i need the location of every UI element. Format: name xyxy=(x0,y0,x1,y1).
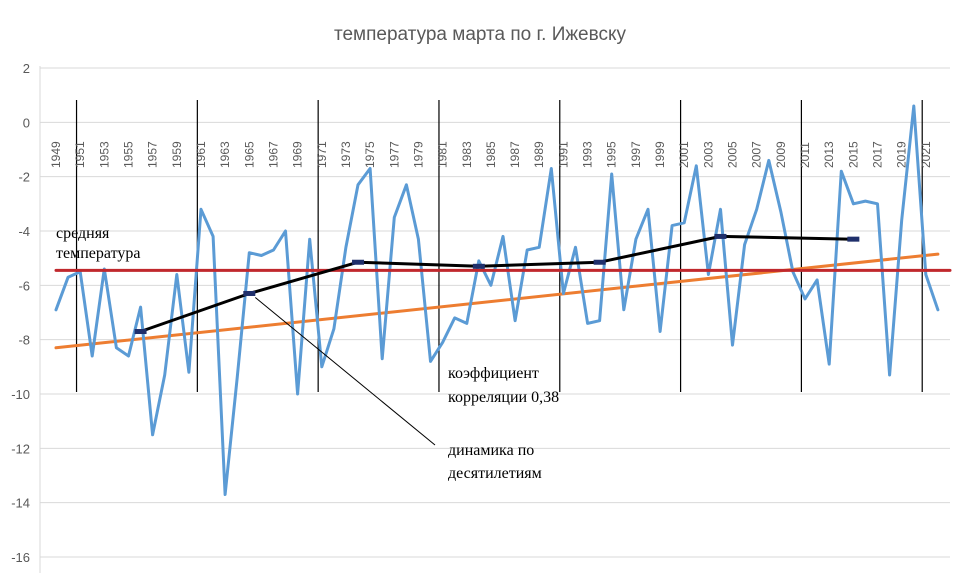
x-tick-label: 1973 xyxy=(339,141,353,168)
x-tick-label: 1989 xyxy=(532,141,546,168)
x-tick-label: 2019 xyxy=(895,141,909,168)
x-tick-label: 2011 xyxy=(798,142,812,168)
x-tick-label: 1959 xyxy=(170,141,184,168)
x-tick-label: 2021 xyxy=(919,141,933,168)
x-tick-label: 1997 xyxy=(629,141,643,168)
annotation-decadal-dynamics: десятилетиям xyxy=(448,465,542,482)
annotation-correlation: коэффициент xyxy=(448,365,539,382)
x-tick-label: 1953 xyxy=(97,141,111,168)
x-tick-label: 1971 xyxy=(315,141,329,168)
y-axis-ticks: 2 0 -2 -4 -6 -8 -10 -12 -14 -16 xyxy=(11,61,30,565)
annotations: средняя температура коэффициент корреляции … xyxy=(56,225,559,482)
x-tick-label: 1975 xyxy=(363,141,377,168)
annotation-mean-temperature: температура xyxy=(56,245,140,262)
annotation-correlation: корреляции 0,38 xyxy=(448,389,559,406)
decadal-point xyxy=(847,236,860,242)
decadal-point xyxy=(714,233,727,239)
decadal-point xyxy=(472,263,485,269)
y-tick-label: -14 xyxy=(11,496,30,511)
series-group xyxy=(54,104,952,496)
x-tick-label: 1979 xyxy=(411,141,425,168)
x-tick-label: 2015 xyxy=(846,141,860,168)
x-tick-label: 1999 xyxy=(653,141,667,168)
y-tick-label: -4 xyxy=(18,224,30,239)
x-tick-label: 1957 xyxy=(146,141,160,168)
x-tick-label: 1965 xyxy=(242,141,256,168)
x-tick-label: 1985 xyxy=(484,141,498,168)
x-tick-label: 1967 xyxy=(266,141,280,168)
x-tick-label: 1981 xyxy=(436,141,450,168)
x-tick-label: 1995 xyxy=(605,141,619,168)
x-tick-label: 1991 xyxy=(556,141,570,168)
x-tick-label: 1963 xyxy=(218,141,232,168)
x-tick-label: 2007 xyxy=(750,141,764,168)
y-tick-label: 0 xyxy=(23,115,30,130)
decadal-point xyxy=(243,290,256,296)
decadal-point xyxy=(134,329,147,335)
y-tick-label: 2 xyxy=(23,61,30,76)
x-tick-label: 2017 xyxy=(871,141,885,168)
x-tick-label: 1951 xyxy=(73,141,87,168)
x-tick-label: 2005 xyxy=(726,141,740,168)
y-tick-label: -10 xyxy=(11,387,30,402)
x-tick-label: 1983 xyxy=(460,141,474,168)
chart-title: температура марта по г. Ижевску xyxy=(334,24,627,45)
x-tick-label: 1993 xyxy=(581,141,595,168)
x-tick-label: 2001 xyxy=(677,141,691,168)
y-tick-label: -2 xyxy=(18,170,30,185)
x-tick-label: 2009 xyxy=(774,141,788,168)
x-axis-ticks: 1949 1951 1953 1955 1957 1959 1961 1963 1965 1967… xyxy=(49,141,933,168)
x-tick-label: 1961 xyxy=(194,141,208,168)
decadal-point xyxy=(352,259,365,265)
y-tick-label: -8 xyxy=(18,333,30,348)
series-line-trend xyxy=(54,252,940,350)
annotation-mean-temperature: средняя xyxy=(56,225,110,242)
y-tick-label: -12 xyxy=(11,441,30,456)
series-line-annual xyxy=(54,104,940,496)
x-tick-label: 1949 xyxy=(49,141,63,168)
x-tick-label: 1969 xyxy=(291,141,305,168)
x-tick-label: 2003 xyxy=(701,141,715,168)
leader-line xyxy=(254,297,436,446)
y-tick-label: -6 xyxy=(18,278,30,293)
x-tick-label: 1955 xyxy=(121,141,135,168)
x-tick-label: 2013 xyxy=(822,141,836,168)
decadal-point xyxy=(593,259,606,265)
annotation-decadal-dynamics: динамика по xyxy=(448,442,534,459)
x-tick-label: 1987 xyxy=(508,141,522,168)
x-tick-label: 1977 xyxy=(387,141,401,168)
y-tick-label: -16 xyxy=(11,550,30,565)
